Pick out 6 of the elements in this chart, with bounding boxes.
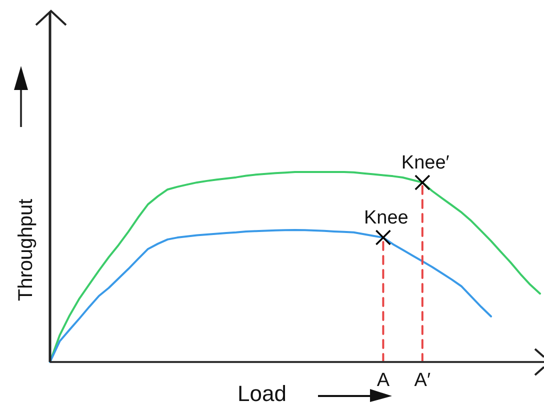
annotation: Knee′	[401, 152, 450, 174]
x-axis-title: Load	[238, 381, 286, 406]
x-tick-label: A	[376, 370, 390, 391]
annotation: Knee	[364, 208, 408, 229]
y-axis-title: Throughput	[15, 198, 37, 302]
x-tick-label: A′	[414, 370, 431, 391]
